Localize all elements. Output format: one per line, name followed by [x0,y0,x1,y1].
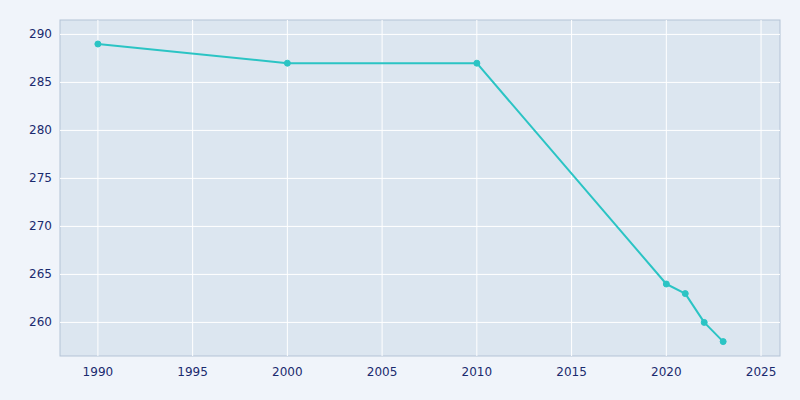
axes: 1990 1995 2000 2005 2010 2015 2020 2025 260 265 27… [29,27,776,379]
x-grid-line [192,20,193,356]
grid [60,20,780,356]
y-grid-line [60,226,780,227]
x-grid-line [666,20,667,356]
x-tick-label: 2005 [367,365,398,379]
y-tick-label: 290 [29,27,52,41]
y-grid-line [60,178,780,179]
x-tick-label: 2025 [746,365,777,379]
y-grid-line [60,82,780,83]
point [720,339,726,345]
y-grid-line [60,130,780,131]
x-grid-line [571,20,572,356]
point [682,291,688,297]
line [98,44,723,342]
x-tick-label: 2015 [556,365,587,379]
x-grid-line [287,20,288,356]
x-grid-line [97,20,98,356]
y-tick-label: 270 [29,219,52,233]
y-grid-line [60,274,780,275]
x-tick-label: 2020 [651,365,682,379]
chart: 1990 1995 2000 2005 2010 2015 2020 2025 260 265 27… [0,0,800,400]
series [95,41,726,345]
plot-area [60,20,780,356]
y-tick-label: 275 [29,171,52,185]
x-grid-line [476,20,477,356]
y-grid-line [60,322,780,323]
point [663,281,669,287]
point [95,41,101,47]
point [474,60,480,66]
y-grid-line [60,34,780,35]
y-tick-label: 280 [29,123,52,137]
x-grid-line [761,20,762,356]
y-tick-label: 285 [29,75,52,89]
x-tick-label: 2000 [272,365,303,379]
x-tick-label: 1990 [83,365,114,379]
y-tick-label: 260 [29,315,52,329]
point [284,60,290,66]
x-grid-line [382,20,383,356]
x-tick-label: 1995 [177,365,208,379]
y-tick-label: 265 [29,267,52,281]
x-tick-label: 2010 [462,365,493,379]
point [701,319,707,325]
